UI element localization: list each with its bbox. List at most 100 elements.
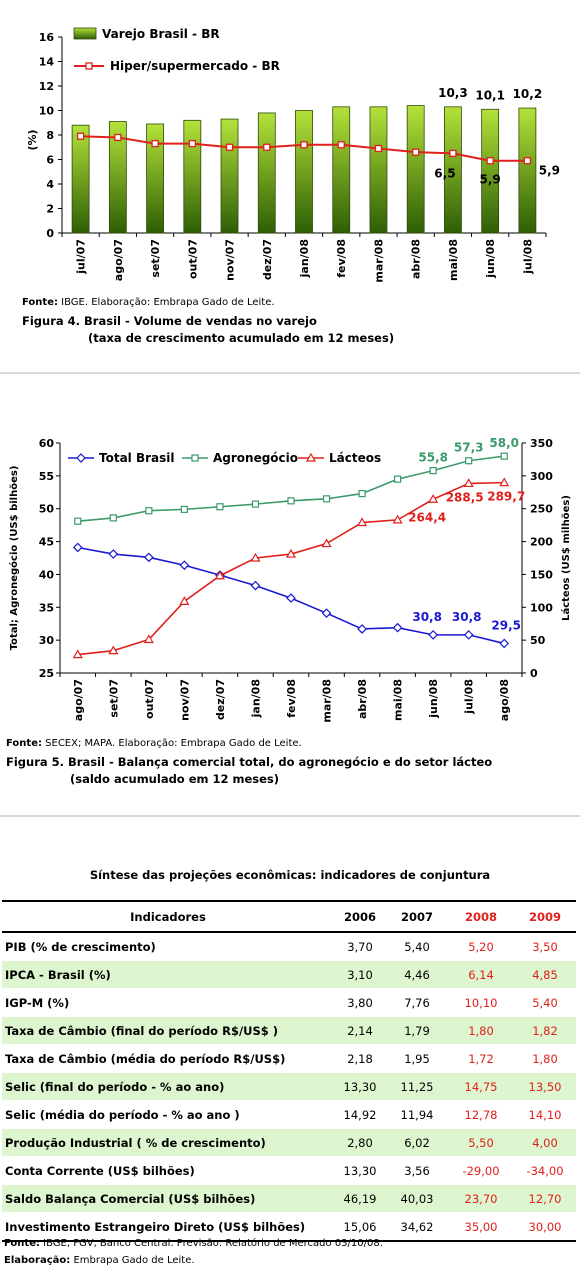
point-value-label: 289,7 xyxy=(487,490,525,504)
indicator-name: Produção Industrial ( % de crescimento) xyxy=(2,1128,334,1157)
indicator-value: 14,10 xyxy=(514,1100,576,1129)
line-value-label: 5,9 xyxy=(480,173,501,187)
fig4-caption-subtitle: (taxa de crescimento acumulado em 12 mes… xyxy=(88,331,395,345)
line-marker xyxy=(523,157,532,165)
indicator-name: IGP-M (%) xyxy=(2,988,334,1017)
x-tick-label: mar/08 xyxy=(321,679,334,723)
bar xyxy=(295,110,313,234)
indicator-value: 2,80 xyxy=(334,1128,386,1157)
indicator-value: 1,82 xyxy=(514,1016,576,1045)
y2-tick-label: 350 xyxy=(530,437,553,450)
y2-tick-label: 300 xyxy=(530,470,553,483)
table-row: IPCA - Brasil (%) 3,10 4,46 6,14 4,85 xyxy=(2,960,576,989)
line-marker xyxy=(188,139,196,148)
data-point xyxy=(143,552,154,563)
line-marker xyxy=(76,132,85,140)
indicator-name: Conta Corrente (US$ bilhões) xyxy=(2,1156,334,1185)
legend-bar-swatch xyxy=(73,27,97,40)
data-point xyxy=(321,608,332,619)
legend-label: Total Brasil xyxy=(99,451,175,465)
x-tick-label: nov/07 xyxy=(178,679,191,721)
point-value-label: 288,5 xyxy=(446,490,484,504)
indicator-name: Investimento Estrangeiro Direto (US$ bil… xyxy=(2,1212,334,1242)
table-header-row: Indicadores 2006 2007 2008 2009 xyxy=(2,900,576,933)
data-point xyxy=(463,478,474,488)
y-tick-label: 10 xyxy=(39,105,55,118)
data-point xyxy=(358,489,366,498)
x-tick-label: ago/08 xyxy=(498,679,511,721)
y-tick-label: 40 xyxy=(39,568,55,581)
indicator-value: 5,40 xyxy=(386,932,448,961)
line-marker xyxy=(151,139,159,148)
data-point xyxy=(143,634,154,644)
data-point xyxy=(392,622,403,633)
table-row: IGP-M (%) 3,80 7,76 10,10 5,40 xyxy=(2,988,576,1017)
y-tick-label: 50 xyxy=(39,503,55,516)
indicator-value: 13,50 xyxy=(514,1072,576,1101)
x-tick-label: jun/08 xyxy=(427,679,440,719)
indicator-value: 2,18 xyxy=(334,1044,386,1073)
data-point xyxy=(216,503,224,511)
indicator-value: 11,94 xyxy=(386,1100,448,1129)
x-tick-label: mai/08 xyxy=(447,239,460,281)
header-indicator: Indicadores xyxy=(2,900,334,933)
indicator-value: 34,62 xyxy=(386,1212,448,1242)
data-point xyxy=(180,505,188,513)
indicator-value: 3,10 xyxy=(334,960,386,989)
indicator-value: 35,00 xyxy=(448,1212,514,1242)
header-year: 2007 xyxy=(386,900,448,933)
table-source: Fonte: IBGE, FGV, Banco Central. Previsã… xyxy=(4,1238,383,1249)
indicator-value: 23,70 xyxy=(448,1184,514,1213)
y-tick-label: 2 xyxy=(46,203,54,216)
indicator-value: 10,10 xyxy=(448,988,514,1017)
y-tick-label: 55 xyxy=(39,470,54,483)
x-tick-label: jan/08 xyxy=(249,679,262,718)
legend-label: Hiper/supermercado - BR xyxy=(110,59,280,73)
data-point xyxy=(394,475,402,483)
y-tick-label: 35 xyxy=(39,601,54,614)
indicator-value: 1,79 xyxy=(386,1016,448,1045)
data-point xyxy=(322,495,331,503)
y-axis-label: (%) xyxy=(26,129,39,150)
y-axis-label: Total; Agronegócio (US$ bilhões) xyxy=(8,466,20,651)
data-point xyxy=(499,477,510,487)
indicator-value: 5,50 xyxy=(448,1128,514,1157)
table-row: Selic (média do período - % ao ano ) 14,9… xyxy=(2,1100,576,1129)
y-tick-label: 8 xyxy=(46,129,54,142)
y2-axis-label: Lácteos (US$ milhões) xyxy=(560,495,572,621)
x-tick-label: fev/08 xyxy=(285,679,298,718)
y-tick-label: 0 xyxy=(46,227,54,240)
data-point xyxy=(357,517,368,527)
indicator-value: 4,46 xyxy=(386,960,448,989)
retail-sales-chart: 0 2 4 6 8 10 12 14 16 (%) jul/07 ago/07 set/07 out/07… xyxy=(26,27,560,283)
indicator-value: 11,25 xyxy=(386,1072,448,1101)
indicator-value: -34,00 xyxy=(514,1156,576,1185)
table-row: Taxa de Câmbio (média do período R$/US$)… xyxy=(2,1044,576,1073)
indicator-value: 1,80 xyxy=(448,1016,514,1045)
x-tick-label: jan/08 xyxy=(298,239,311,278)
data-point xyxy=(214,570,225,580)
x-tick-label: jul/07 xyxy=(75,239,88,275)
y-tick-label: 6 xyxy=(46,154,54,167)
data-point xyxy=(357,624,367,634)
indicator-value: 1,80 xyxy=(514,1044,576,1073)
bar xyxy=(518,107,537,234)
point-value-label: 57,3 xyxy=(454,441,484,455)
line-value-label: 5,9 xyxy=(539,164,560,178)
indicator-value: 5,40 xyxy=(514,988,576,1017)
y2-tick-label: 150 xyxy=(530,568,553,581)
indicator-value: 13,30 xyxy=(334,1072,386,1101)
series-line xyxy=(77,481,505,656)
y2-tick-label: 100 xyxy=(530,601,553,614)
x-tick-label: dez/07 xyxy=(261,239,274,280)
data-point xyxy=(108,645,119,655)
y-tick-label: 16 xyxy=(39,31,55,44)
data-point xyxy=(285,548,297,558)
x-tick-label: abr/08 xyxy=(356,679,369,719)
table-row: Investimento Estrangeiro Direto (US$ bil… xyxy=(2,1212,576,1242)
indicator-value: 7,76 xyxy=(386,988,448,1017)
bar-value-label: 10,2 xyxy=(513,87,543,101)
table-row: Saldo Balança Comercial (US$ bilhões) 46,… xyxy=(2,1184,576,1213)
line-marker xyxy=(114,133,122,142)
x-tick-label: ago/07 xyxy=(72,679,85,721)
